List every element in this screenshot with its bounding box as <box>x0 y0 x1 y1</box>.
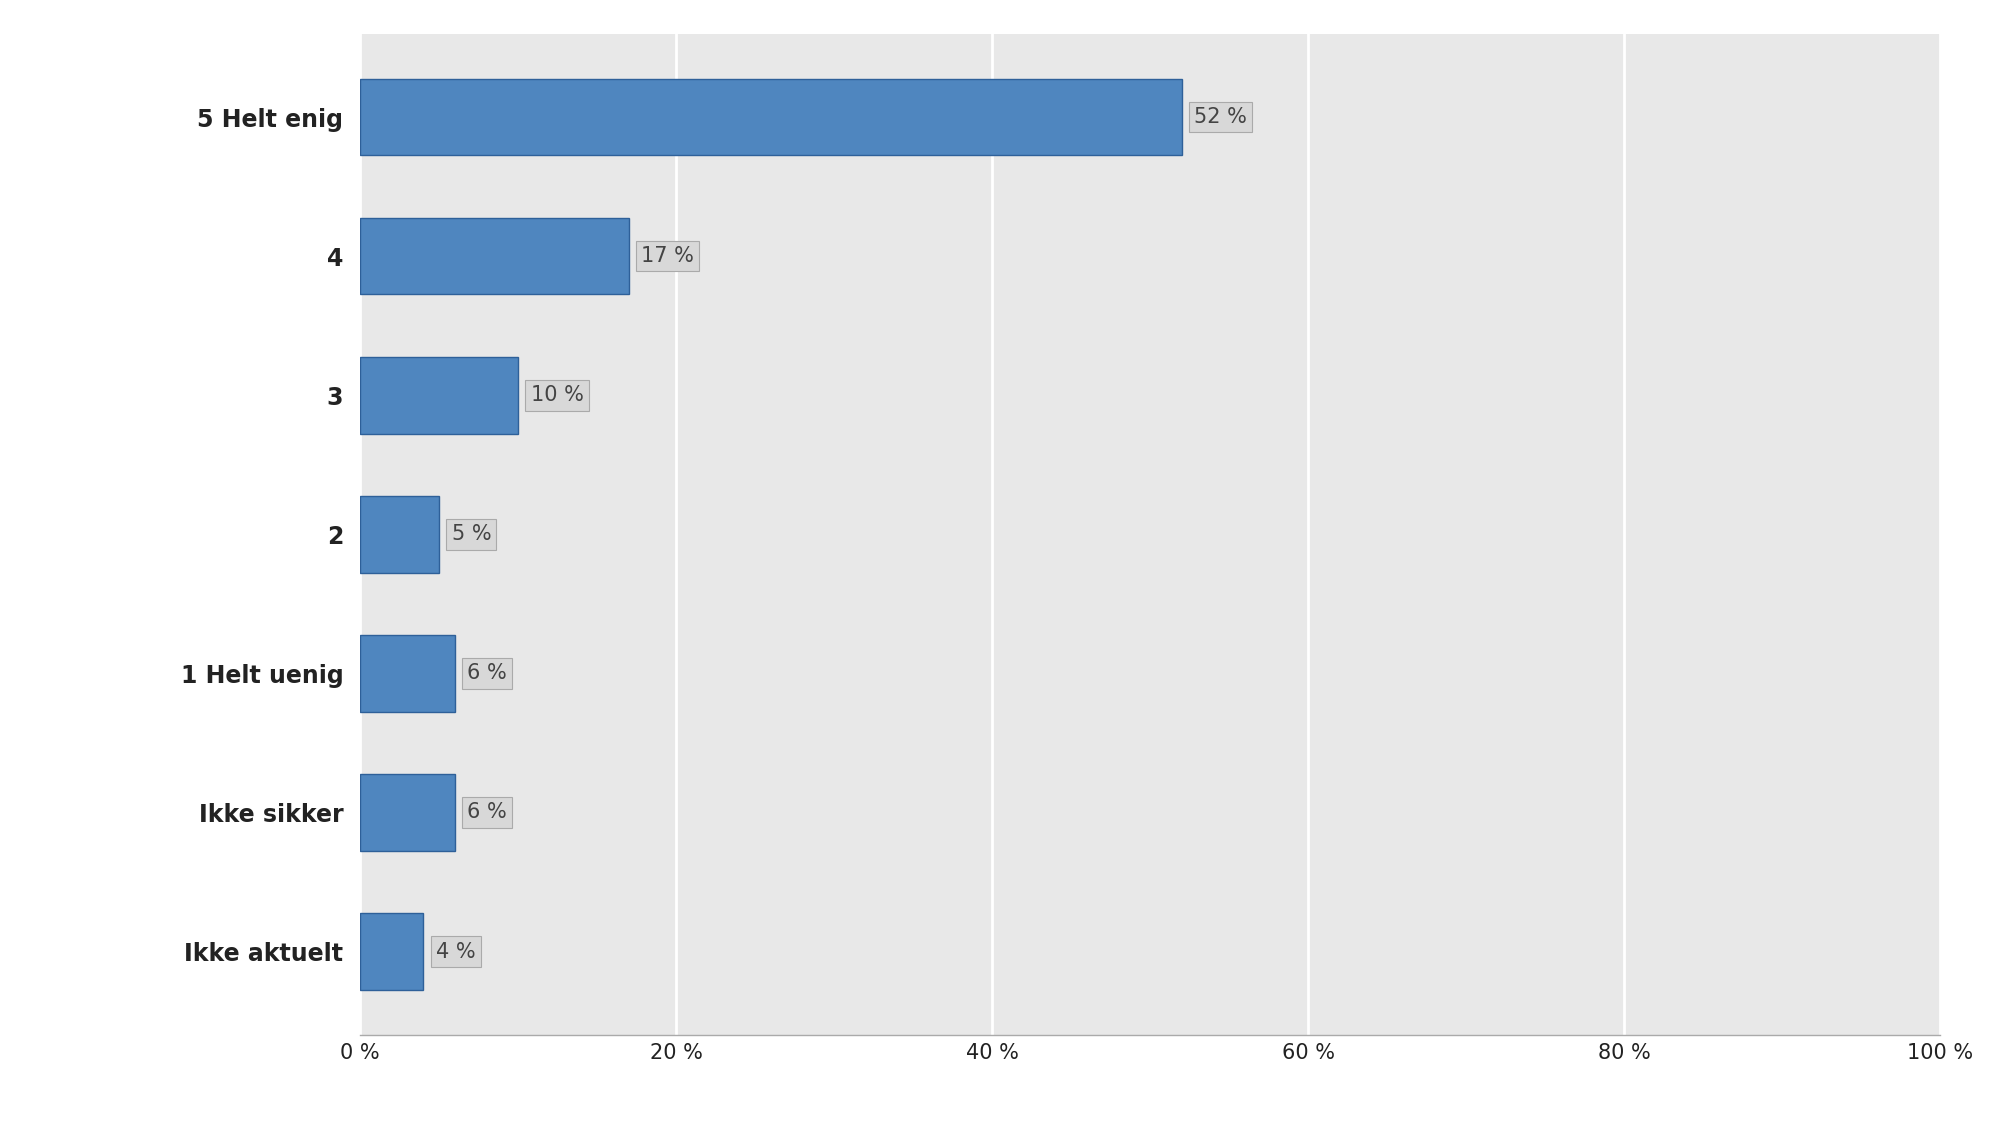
Bar <box>360 218 628 295</box>
Bar <box>360 914 424 990</box>
Bar <box>360 774 454 850</box>
Bar <box>360 636 454 712</box>
Bar <box>360 79 1182 155</box>
Text: 52 %: 52 % <box>1194 107 1248 127</box>
Bar <box>360 357 518 433</box>
Text: 6 %: 6 % <box>468 664 508 684</box>
Text: 10 %: 10 % <box>530 385 584 405</box>
Text: 17 %: 17 % <box>642 246 694 267</box>
Text: 4 %: 4 % <box>436 942 476 962</box>
Text: 5 %: 5 % <box>452 524 492 544</box>
Text: 6 %: 6 % <box>468 802 508 822</box>
Bar <box>360 496 440 573</box>
